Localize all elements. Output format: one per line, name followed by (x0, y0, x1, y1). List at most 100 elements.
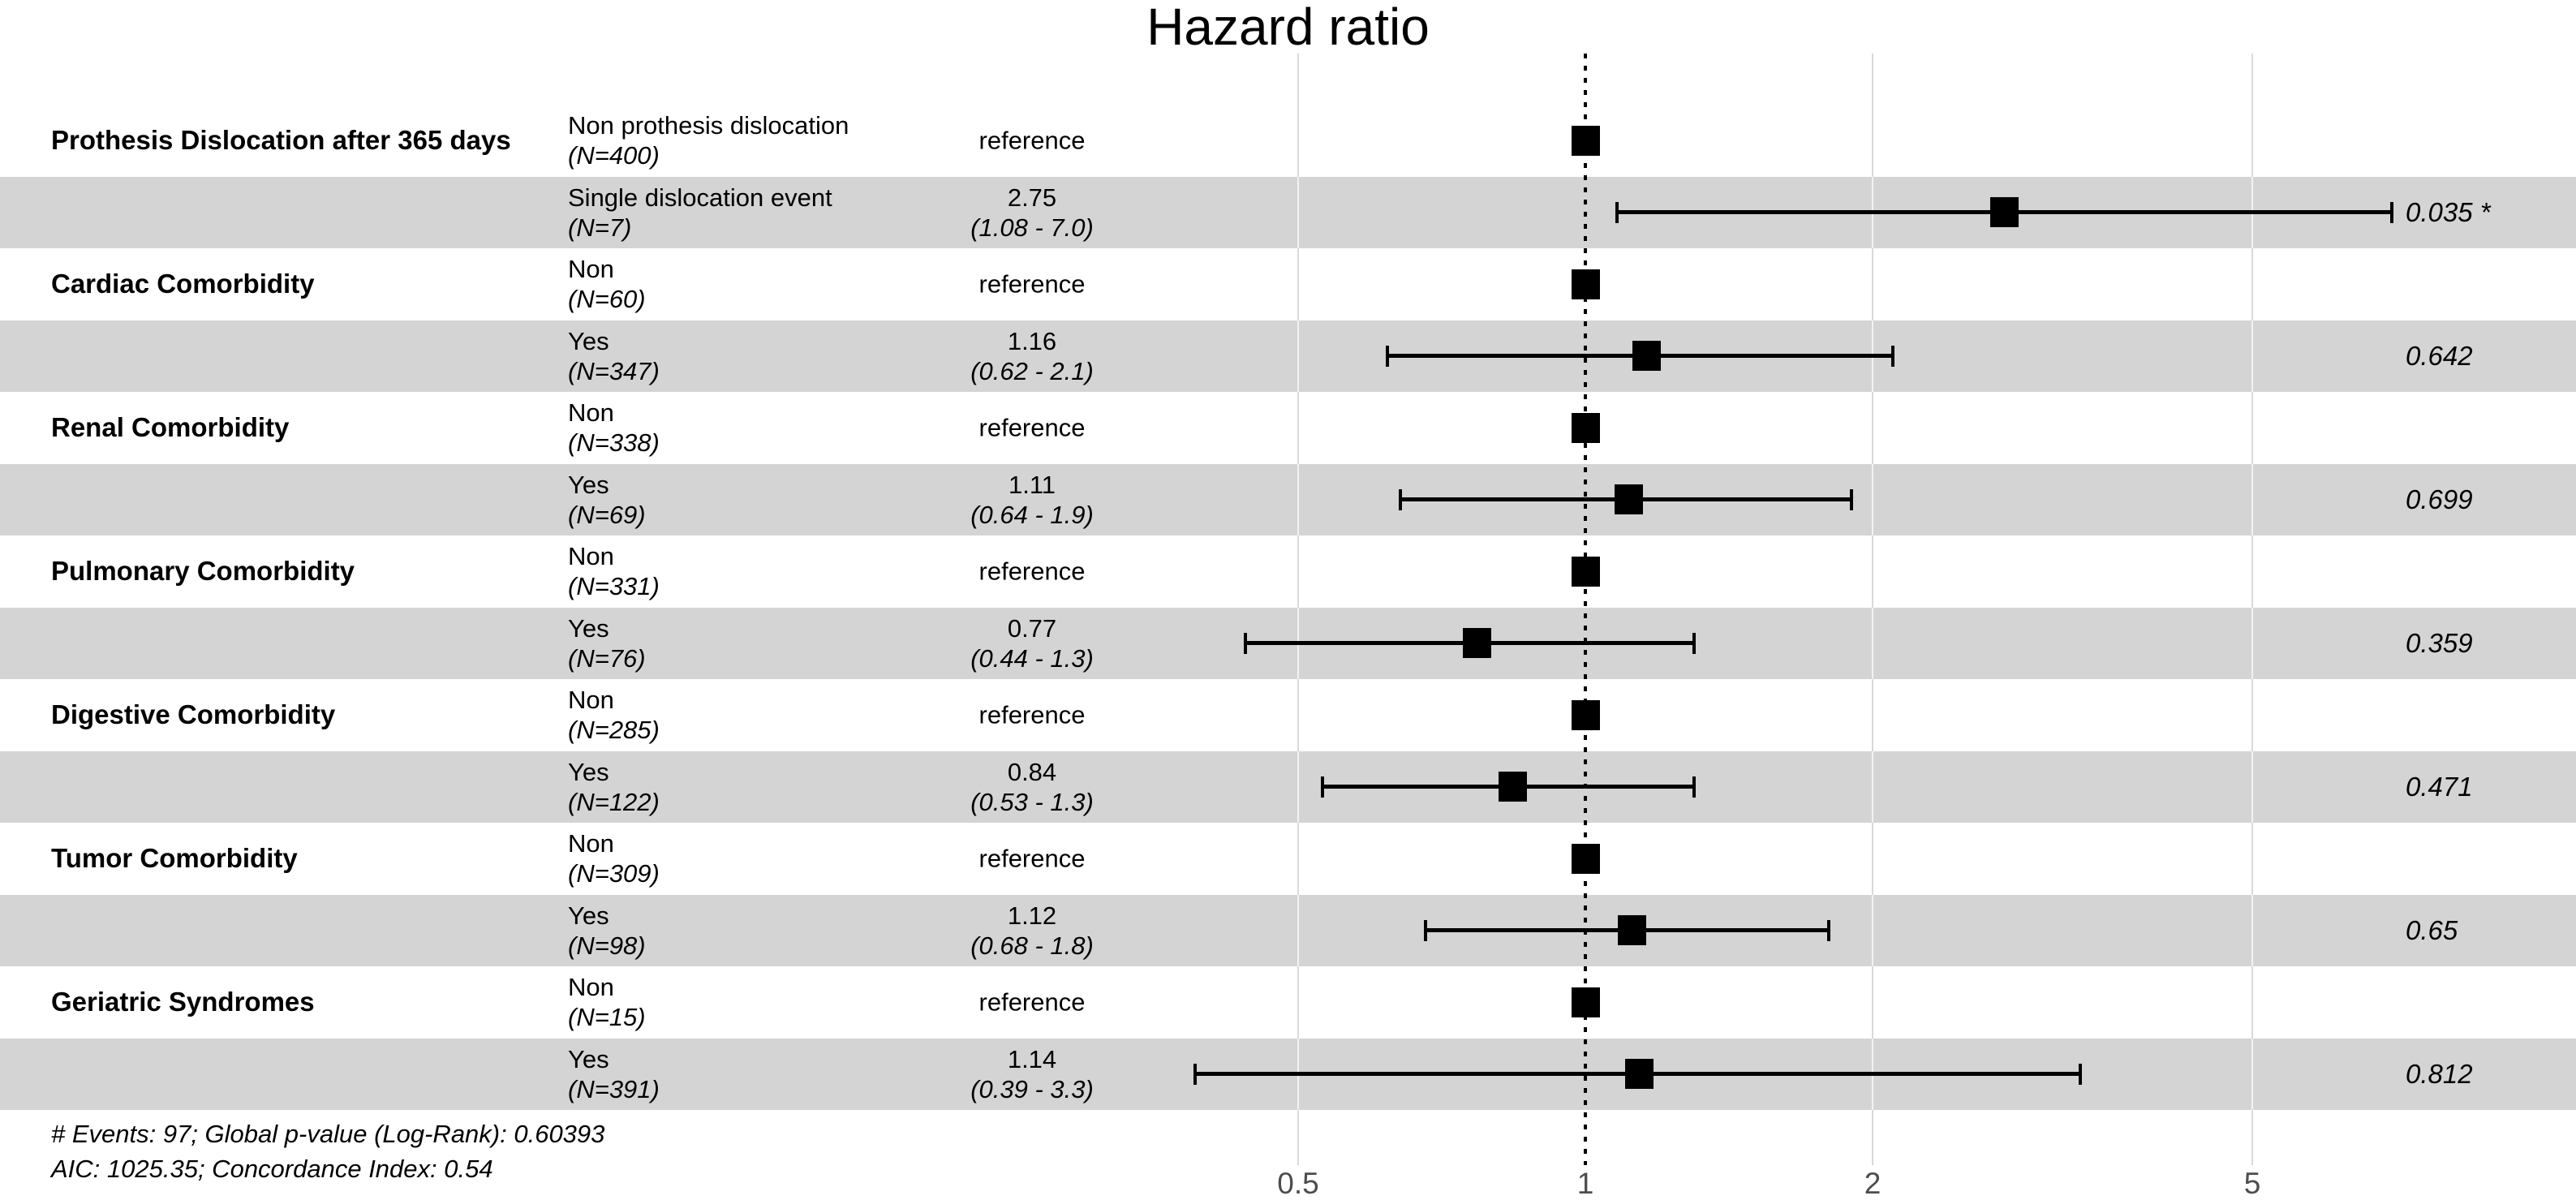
level-cell: Non (N=285) (568, 685, 660, 745)
ci-range: (0.62 - 2.1) (970, 356, 1094, 385)
gridline (1872, 966, 1873, 1039)
n-label: (N=122) (568, 787, 660, 816)
estimate-value: reference (978, 269, 1086, 299)
estimate-cell: reference (979, 987, 1086, 1017)
level-cell: Non (N=60) (568, 254, 646, 314)
estimate-cell: 1.14 (0.39 - 3.3) (970, 1044, 1094, 1104)
gridline (1297, 535, 1299, 608)
level-cell: Non (N=309) (568, 828, 660, 888)
estimate-value: 1.11 (1008, 470, 1056, 499)
gridline (1297, 105, 1299, 177)
n-label: (N=69) (568, 500, 646, 529)
group-label: Digestive Comorbidity (51, 699, 336, 730)
p-value: 0.699 (2406, 484, 2473, 514)
gridline (2251, 535, 2253, 608)
level-label: Non prothesis dislocation (568, 111, 849, 140)
estimate-cell: reference (979, 557, 1086, 587)
gridline (1872, 105, 1873, 177)
ci-cap-right (2078, 1063, 2082, 1085)
ci-range: (0.64 - 1.9) (970, 500, 1094, 529)
ci-range: (0.44 - 1.3) (970, 643, 1094, 673)
estimate-cell: 2.75 (1.08 - 7.0) (970, 183, 1094, 243)
hr-marker (1632, 341, 1662, 372)
ci-cap-right (2389, 201, 2393, 223)
level-label: Yes (568, 757, 609, 786)
footnote-events-pvalue: # Events: 97; Global p-value (Log-Rank):… (51, 1120, 605, 1148)
ci-range: (0.39 - 3.3) (970, 1074, 1094, 1103)
ci-cap-left (1320, 776, 1324, 798)
estimate-value: reference (978, 700, 1086, 729)
level-cell: Yes (N=347) (568, 326, 660, 386)
n-label: (N=15) (568, 1003, 646, 1032)
estimate-cell: reference (979, 844, 1086, 874)
level-cell: Yes (N=69) (568, 470, 646, 530)
ci-range: (1.08 - 7.0) (970, 213, 1094, 242)
p-value: 0.812 (2406, 1058, 2473, 1089)
level-label: Non (568, 686, 614, 715)
level-label: Non (568, 542, 614, 571)
gridline (2251, 894, 2253, 966)
x-tick-label: 5 (2243, 1167, 2261, 1200)
group-label: Cardiac Comorbidity (51, 269, 315, 299)
gridline (1297, 320, 1299, 392)
estimate-value: reference (978, 557, 1086, 586)
hr-marker (1571, 412, 1600, 443)
gridline (1872, 1110, 1873, 1165)
p-value: 0.035 * (2406, 196, 2491, 227)
ci-cap-left (1424, 919, 1428, 941)
level-cell: Yes (N=391) (568, 1044, 660, 1104)
n-label: (N=76) (568, 643, 646, 673)
group-label: Tumor Comorbidity (51, 843, 298, 874)
gridline (1872, 535, 1873, 608)
gridline (1297, 248, 1299, 320)
gridline (1872, 679, 1873, 751)
gridline (2251, 320, 2253, 392)
gridline (1297, 392, 1299, 464)
gridline (1872, 751, 1873, 823)
n-label: (N=7) (568, 213, 632, 242)
x-tick-label: 1 (1576, 1167, 1594, 1200)
group-label: Geriatric Syndromes (51, 987, 315, 1017)
n-label: (N=98) (568, 931, 646, 960)
estimate-value: reference (978, 987, 1086, 1017)
n-label: (N=309) (568, 859, 660, 888)
hr-marker (1571, 125, 1600, 156)
gridline (1872, 248, 1873, 320)
n-label: (N=391) (568, 1074, 660, 1103)
row-band (0, 894, 2576, 966)
p-value: 0.359 (2406, 627, 2473, 658)
n-label: (N=347) (568, 356, 660, 385)
estimate-cell: 0.84 (0.53 - 1.3) (970, 757, 1094, 817)
gridline (2251, 679, 2253, 751)
estimate-value: 0.77 (1007, 613, 1057, 643)
level-cell: Non prothesis dislocation (N=400) (568, 110, 849, 170)
gridline (1872, 54, 1873, 105)
gridline (1872, 894, 1873, 966)
level-label: Yes (568, 901, 609, 930)
hr-marker (1463, 628, 1491, 659)
gridline (1297, 54, 1299, 105)
x-tick-label: 0.5 (1277, 1167, 1319, 1200)
ci-cap-right (1692, 632, 1696, 654)
level-label: Non (568, 398, 614, 428)
gridline (2251, 463, 2253, 535)
row-band (0, 463, 2576, 535)
gridline (2251, 1110, 2253, 1165)
level-label: Single dislocation event (568, 183, 832, 212)
hr-marker (1499, 772, 1528, 802)
footnote-aic-concordance: AIC: 1025.35; Concordance Index: 0.54 (51, 1155, 493, 1183)
estimate-cell: reference (979, 269, 1086, 299)
level-label: Yes (568, 326, 609, 355)
gridline (1297, 176, 1299, 248)
estimate-value: reference (978, 844, 1086, 873)
gridline (2251, 823, 2253, 895)
estimate-value: 0.84 (1007, 757, 1057, 786)
n-label: (N=338) (568, 428, 660, 458)
ci-cap-left (1243, 632, 1247, 654)
level-label: Yes (568, 613, 609, 643)
group-label: Prothesis Dislocation after 365 days (51, 125, 511, 156)
level-label: Non (568, 255, 614, 284)
chart-title: Hazard ratio (1146, 0, 1430, 56)
hr-marker (1571, 987, 1600, 1017)
